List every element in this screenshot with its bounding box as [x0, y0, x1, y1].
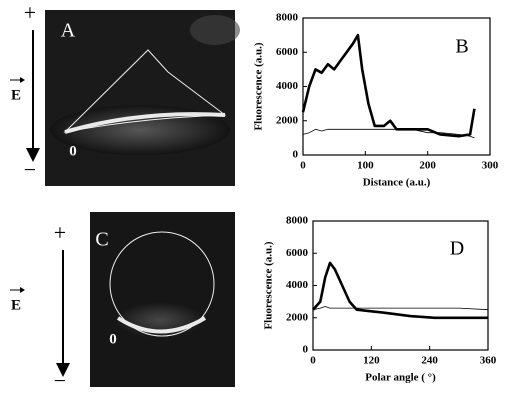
y-tick-label: 2000 [286, 311, 309, 323]
data-line [312, 306, 489, 311]
y-tick-label: 8000 [276, 12, 299, 24]
x-tick-label: 240 [421, 355, 438, 367]
panel-label: C [95, 229, 108, 251]
micrograph-a [45, 10, 240, 186]
x-tick-label: 300 [482, 160, 499, 172]
y-tick-label: 8000 [286, 215, 309, 227]
x-tick-label: 0 [310, 355, 316, 367]
panel-label: B [455, 36, 468, 58]
x-tick-label: 100 [357, 160, 374, 172]
plus-sign: + [54, 220, 66, 245]
plus-sign: + [24, 0, 36, 25]
data-line [302, 128, 475, 139]
y-tick-label: 2000 [276, 114, 299, 126]
minus-sign: − [24, 157, 36, 182]
x-axis-label: Distance (a.u.) [363, 177, 431, 189]
x-tick-label: 0 [300, 160, 306, 172]
field-label: E [11, 297, 21, 313]
x-tick-label: 120 [363, 355, 380, 367]
y-tick-label: 0 [303, 344, 309, 356]
panel-label: A [61, 20, 76, 42]
vector-head [20, 77, 25, 83]
field-label: E [11, 87, 21, 103]
arrow-head [26, 148, 40, 162]
y-axis-label: Fluorescence (a.u.) [263, 241, 275, 329]
y-tick-label: 6000 [276, 46, 299, 58]
data-line [312, 261, 488, 320]
y-tick-label: 4000 [276, 80, 299, 92]
origin-label: 0 [69, 143, 77, 159]
x-tick-label: 360 [480, 355, 497, 367]
y-tick-label: 0 [293, 149, 299, 161]
x-tick-label: 200 [419, 160, 436, 172]
panel-label: D [450, 238, 464, 260]
origin-label: 0 [109, 331, 117, 347]
y-tick-label: 4000 [286, 279, 309, 291]
micrograph-c [90, 212, 235, 387]
y-axis-label: Fluorescence (a.u.) [253, 42, 265, 130]
minus-sign: − [54, 368, 66, 393]
vector-head [20, 287, 25, 293]
y-tick-label: 6000 [286, 247, 309, 259]
x-axis-label: Polar angle ( °) [365, 372, 436, 384]
arrow-head [56, 363, 70, 377]
data-line [301, 33, 476, 138]
